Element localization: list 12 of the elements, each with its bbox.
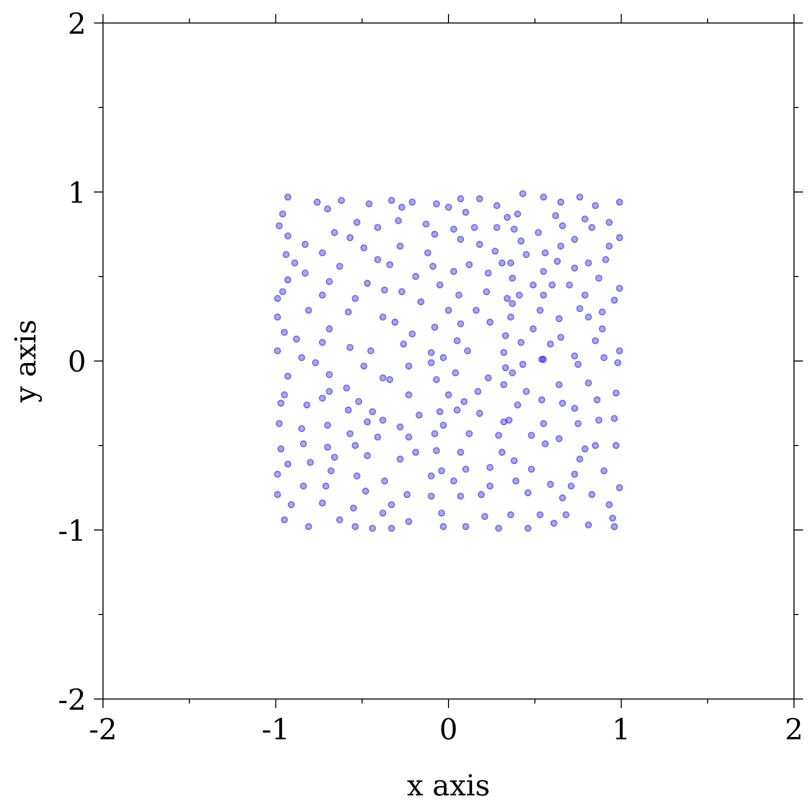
y-tick-label: 1 bbox=[71, 181, 82, 203]
y-tick-label: 2 bbox=[70, 12, 84, 34]
x-tick-label: -1 bbox=[262, 718, 286, 740]
x-tick-label: 2 bbox=[786, 718, 800, 740]
y-tick-label: -1 bbox=[59, 519, 82, 541]
y-axis-title: y axis bbox=[14, 320, 42, 403]
x-tick-label: 1 bbox=[616, 718, 626, 740]
x-tick-label: 0 bbox=[441, 718, 456, 740]
y-tick-label: 0 bbox=[70, 350, 84, 372]
y-tick-label: -2 bbox=[59, 688, 84, 710]
x-tick-label: -2 bbox=[90, 718, 114, 740]
x-axis-title: x axis bbox=[407, 774, 489, 796]
